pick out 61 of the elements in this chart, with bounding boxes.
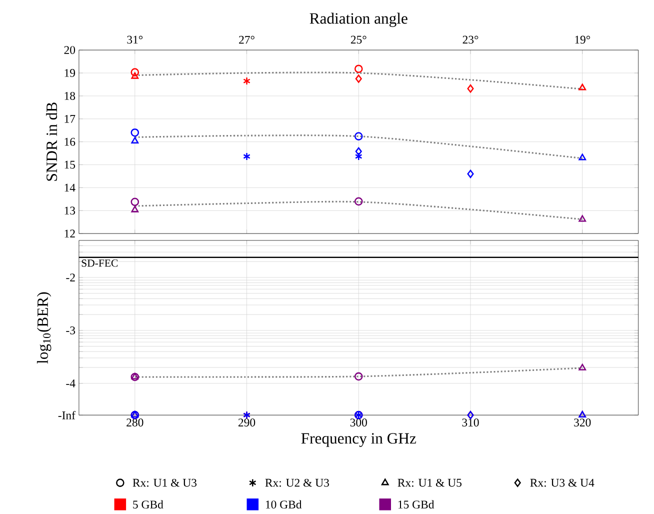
point (354, 197, 363, 206)
point (130, 198, 140, 206)
point (467, 170, 474, 178)
y-tick-label: -3 (66, 326, 76, 334)
point (131, 136, 139, 144)
y-tick-label: 17 (64, 114, 76, 123)
y-tick-label: 14 (64, 184, 76, 192)
point (354, 132, 363, 140)
y-tick-label: 13 (64, 206, 76, 214)
ref-line-label: SD-FEC (82, 259, 118, 267)
point (578, 215, 586, 222)
x-tick-label: 290 (238, 418, 256, 426)
y-axis-title: SNDR in dB (46, 102, 58, 181)
point (130, 128, 140, 137)
point (467, 84, 474, 93)
y-axis-title: log$_{10}$(BER) (36, 292, 52, 364)
y-tick-label: -Inf (58, 410, 76, 420)
text: Rx: U1 & U3 (132, 478, 197, 487)
y-tick-label: 12 (64, 230, 75, 238)
line-series (134, 367, 584, 378)
point (131, 372, 139, 380)
x-axis-title: Frequency in GHz (301, 433, 416, 447)
point (131, 206, 139, 212)
x-tick-label: 310 (462, 418, 479, 426)
annotation: 27° (239, 36, 254, 44)
text: Rx: U2 & U3 (265, 478, 330, 487)
y-tick-label: 16 (64, 138, 76, 146)
text: 10 GBd (266, 500, 302, 508)
point (578, 154, 586, 160)
text: 5 GBd (133, 500, 164, 508)
point (130, 68, 140, 76)
x2-axis-title: Radiation angle (310, 12, 408, 27)
point (355, 147, 362, 156)
point (243, 152, 250, 161)
point (578, 364, 586, 370)
x-tick-label: 320 (574, 418, 591, 426)
point (130, 372, 140, 382)
annotation: 19° (575, 36, 590, 44)
point (354, 152, 362, 161)
line-series (134, 134, 584, 160)
point (355, 74, 362, 83)
y-tick-label: -2 (66, 273, 75, 282)
y-tick-label: 19 (64, 68, 76, 77)
point (578, 84, 586, 90)
y-tick-label: 18 (64, 92, 76, 100)
y-tick-label: 20 (64, 46, 76, 54)
point (131, 72, 139, 79)
text: 15 GBd (398, 500, 434, 508)
point (243, 76, 250, 86)
annotation: 25° (350, 36, 366, 44)
text: Rx: U3 & U4 (530, 478, 594, 487)
line-series (134, 200, 584, 220)
point (354, 372, 363, 381)
annotation: 31° (127, 36, 143, 44)
y-tick-label: -4 (66, 379, 76, 388)
annotation: 23° (462, 36, 478, 44)
x-tick-label: 280 (126, 418, 144, 426)
x-tick-label: 300 (350, 418, 367, 426)
point (354, 64, 363, 73)
y-tick-label: 15 (64, 160, 76, 169)
text: Rx: U1 & U5 (398, 478, 462, 487)
